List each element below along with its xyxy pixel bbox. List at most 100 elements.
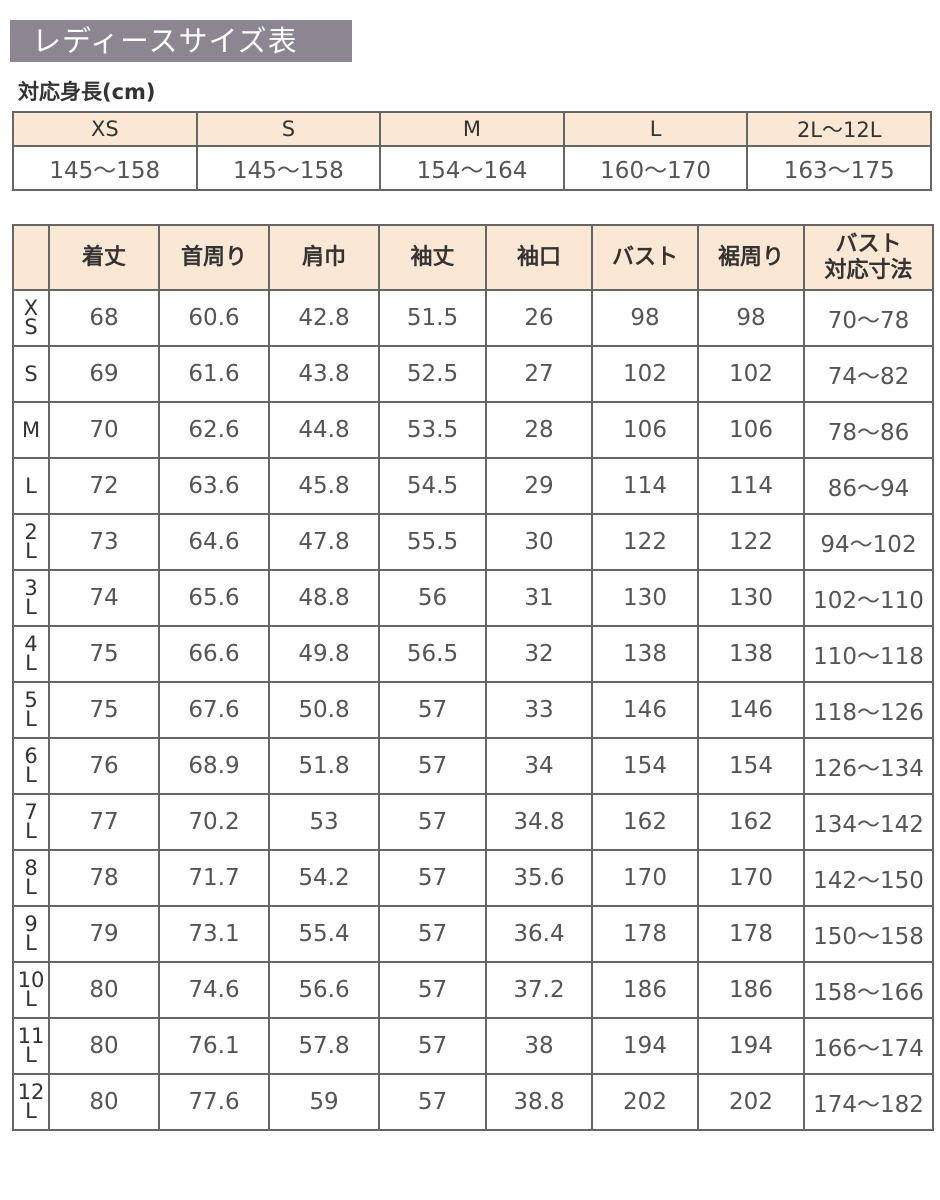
measurement-cell: 55.4 xyxy=(268,905,380,963)
size-label: 3 L xyxy=(12,569,50,627)
measurement-cell: 154 xyxy=(591,737,699,795)
measurement-cell: 142〜150 xyxy=(803,849,934,907)
measurement-cell: 28 xyxy=(485,401,593,459)
height-range-cell: 145〜158 xyxy=(195,145,382,191)
measurement-cell: 146 xyxy=(697,681,805,739)
table-row: 5 L 75 67.6 50.8 57 33 146 146 118〜126 xyxy=(12,681,934,739)
measurement-cell: 178 xyxy=(697,905,805,963)
measurement-cell: 35.6 xyxy=(485,849,593,907)
measurement-cell: 62.6 xyxy=(158,401,270,459)
measurement-cell: 122 xyxy=(697,513,805,571)
measurement-cell: 202 xyxy=(591,1073,699,1131)
measurement-cell: 29 xyxy=(485,457,593,515)
height-table-caption: 対応身長(cm) xyxy=(18,80,156,104)
measurement-cell: 122 xyxy=(591,513,699,571)
size-label: 11 L xyxy=(12,1017,50,1075)
column-header xyxy=(12,224,50,291)
measurement-cell: 49.8 xyxy=(268,625,380,683)
measurement-cell: 50.8 xyxy=(268,681,380,739)
measurement-cell: 34 xyxy=(485,737,593,795)
measurement-cell: 79 xyxy=(48,905,160,963)
measurement-cell: 71.7 xyxy=(158,849,270,907)
measurement-cell: 102 xyxy=(697,345,805,403)
measurement-cell: 110〜118 xyxy=(803,625,934,683)
page-title: レディースサイズ表 xyxy=(10,20,352,62)
measurement-cell: 80 xyxy=(48,1073,160,1131)
measurement-cell: 51.8 xyxy=(268,737,380,795)
measurement-cell: 38.8 xyxy=(485,1073,593,1131)
measurement-cell: 76 xyxy=(48,737,160,795)
measurement-cell: 37.2 xyxy=(485,961,593,1019)
measurement-cell: 66.6 xyxy=(158,625,270,683)
measurement-cell: 73 xyxy=(48,513,160,571)
size-header: L xyxy=(562,111,749,147)
measurement-cell: 202 xyxy=(697,1073,805,1131)
measurement-cell: 68.9 xyxy=(158,737,270,795)
table-row: X S 68 60.6 42.8 51.5 26 98 98 70〜78 xyxy=(12,289,934,347)
measurement-cell: 150〜158 xyxy=(803,905,934,963)
measurement-cell: 52.5 xyxy=(378,345,487,403)
measurement-cell: 45.8 xyxy=(268,457,380,515)
measurement-cell: 67.6 xyxy=(158,681,270,739)
height-table-value-row: 145〜158 145〜158 154〜164 160〜170 163〜175 xyxy=(12,145,932,191)
measurement-cell: 170 xyxy=(697,849,805,907)
measurement-cell: 57.8 xyxy=(268,1017,380,1075)
measurement-cell: 68 xyxy=(48,289,160,347)
measurement-cell: 59 xyxy=(268,1073,380,1131)
measurement-cell: 138 xyxy=(591,625,699,683)
measurement-cell: 162 xyxy=(697,793,805,851)
measurement-cell: 106 xyxy=(591,401,699,459)
height-table-header-row: XS S M L 2L〜12L xyxy=(12,111,932,147)
measurement-cell: 57 xyxy=(378,681,487,739)
measurement-cell: 64.6 xyxy=(158,513,270,571)
measurement-cell: 178 xyxy=(591,905,699,963)
measurement-cell: 30 xyxy=(485,513,593,571)
measurement-cell: 56 xyxy=(378,569,487,627)
size-label: 5 L xyxy=(12,681,50,739)
measurement-cell: 74〜82 xyxy=(803,345,934,403)
measurement-cell: 94〜102 xyxy=(803,513,934,571)
measurement-cell: 27 xyxy=(485,345,593,403)
measurement-cell: 54.5 xyxy=(378,457,487,515)
column-header: 袖口 xyxy=(485,224,593,291)
measurement-cell: 102〜110 xyxy=(803,569,934,627)
measurement-cell: 98 xyxy=(697,289,805,347)
measurement-cell: 73.1 xyxy=(158,905,270,963)
size-label: X S xyxy=(12,289,50,347)
measurement-cell: 80 xyxy=(48,961,160,1019)
measurement-cell: 56.5 xyxy=(378,625,487,683)
size-label: S xyxy=(12,345,50,403)
measurement-cell: 57 xyxy=(378,737,487,795)
size-label: 12 L xyxy=(12,1073,50,1131)
measurement-cell: 75 xyxy=(48,625,160,683)
measurement-cell: 194 xyxy=(697,1017,805,1075)
measurement-cell: 44.8 xyxy=(268,401,380,459)
column-header: 肩巾 xyxy=(268,224,380,291)
table-row: S 69 61.6 43.8 52.5 27 102 102 74〜82 xyxy=(12,345,934,403)
measurement-cell: 65.6 xyxy=(158,569,270,627)
measurement-cell: 78 xyxy=(48,849,160,907)
measurement-cell: 63.6 xyxy=(158,457,270,515)
column-header: 裾周り xyxy=(697,224,805,291)
measurement-cell: 102 xyxy=(591,345,699,403)
measurement-cell: 60.6 xyxy=(158,289,270,347)
measurement-cell: 26 xyxy=(485,289,593,347)
size-table-header-row: 着丈 首周り 肩巾 袖丈 袖口 バスト 裾周り バスト 対応寸法 xyxy=(12,224,934,291)
measurement-cell: 57 xyxy=(378,849,487,907)
measurement-cell: 42.8 xyxy=(268,289,380,347)
size-table: 着丈 首周り 肩巾 袖丈 袖口 バスト 裾周り バスト 対応寸法 X S 68 60.6 42.8 5… xyxy=(12,224,934,1131)
measurement-cell: 154 xyxy=(697,737,805,795)
column-header: 首周り xyxy=(158,224,270,291)
measurement-cell: 158〜166 xyxy=(803,961,934,1019)
measurement-cell: 31 xyxy=(485,569,593,627)
measurement-cell: 70〜78 xyxy=(803,289,934,347)
measurement-cell: 57 xyxy=(378,1017,487,1075)
size-label: M xyxy=(12,401,50,459)
measurement-cell: 33 xyxy=(485,681,593,739)
measurement-cell: 138 xyxy=(697,625,805,683)
measurement-cell: 47.8 xyxy=(268,513,380,571)
measurement-cell: 114 xyxy=(591,457,699,515)
measurement-cell: 70 xyxy=(48,401,160,459)
measurement-cell: 43.8 xyxy=(268,345,380,403)
column-header: 袖丈 xyxy=(378,224,487,291)
